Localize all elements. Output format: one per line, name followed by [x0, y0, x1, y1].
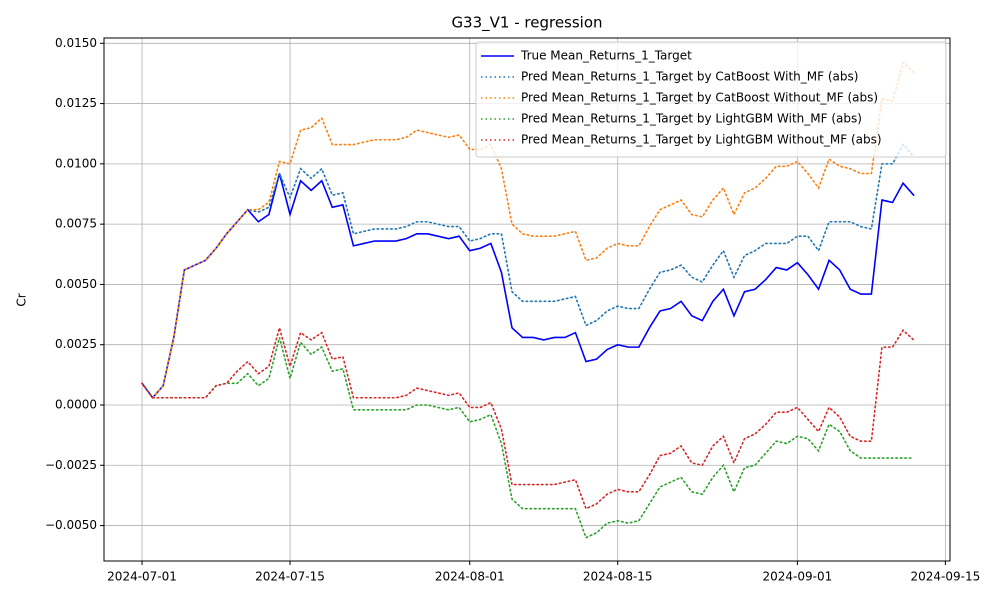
legend-label: Pred Mean_Returns_1_Target by LightGBM W…: [521, 133, 882, 147]
series-line: [141, 324, 915, 510]
x-tick-label: 2024-07-01: [107, 570, 177, 584]
series-line: [141, 173, 915, 400]
y-tick-label: 0.0075: [55, 217, 97, 231]
legend-label: Pred Mean_Returns_1_Target by CatBoost W…: [521, 91, 878, 105]
y-tick-label: −0.0050: [45, 518, 97, 532]
y-tick-label: −0.0025: [45, 458, 97, 472]
y-tick-label: 0.0000: [55, 397, 97, 411]
legend: True Mean_Returns_1_Target Pred Mean_Retu…: [475, 41, 947, 158]
y-tick-label: 0.0025: [55, 337, 97, 351]
x-tick-label: 2024-08-01: [435, 570, 505, 584]
y-axis-label: Cr: [15, 293, 29, 306]
x-tick-label: 2024-08-15: [583, 570, 653, 584]
x-tick-label: 2024-07-15: [255, 570, 325, 584]
grid: [104, 38, 950, 561]
legend-label: Pred Mean_Returns_1_Target by LightGBM W…: [521, 112, 862, 126]
legend-box: [475, 41, 947, 158]
y-tick-label: 0.0125: [55, 96, 97, 110]
x-tick-label: 2024-09-15: [911, 570, 981, 584]
chart-title: G33_V1 - regression: [451, 14, 602, 33]
legend-label: Pred Mean_Returns_1_Target by CatBoost W…: [521, 70, 858, 84]
y-tick-label: 0.0050: [55, 277, 97, 291]
plot-lines: [141, 61, 915, 539]
legend-label: True Mean_Returns_1_Target: [520, 49, 692, 63]
plot-frame: [103, 37, 951, 562]
series-line: [141, 337, 915, 539]
axes: −0.0050 −0.0025 0.0000 0.0025 0.0050 0.0075 0.…: [45, 36, 980, 584]
x-tick-label: 2024-09-01: [763, 570, 833, 584]
y-tick-label: 0.0100: [55, 156, 97, 170]
y-tick-label: 0.0150: [55, 36, 97, 50]
series-line: [141, 143, 915, 400]
series-line: [141, 61, 915, 400]
